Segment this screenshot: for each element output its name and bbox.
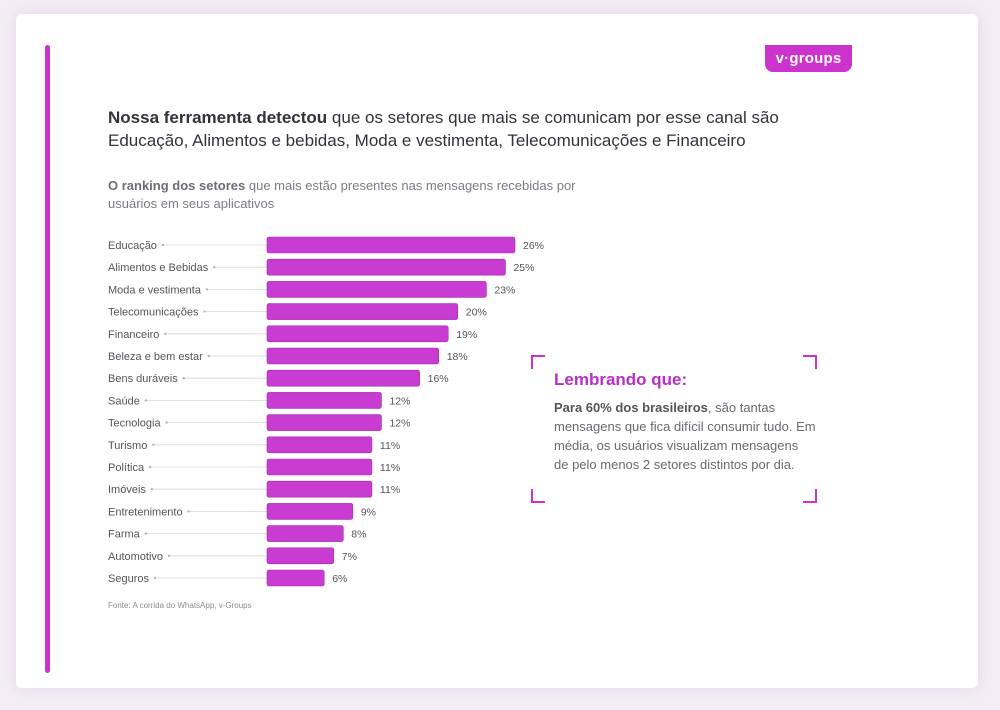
leader-dot (203, 310, 206, 313)
category-label: Alimentos e Bebidas (108, 262, 209, 274)
category-label: Telecomunicações (108, 307, 199, 319)
headline: Nossa ferramenta detectou que os setores… (108, 106, 828, 152)
category-label: Automotivo (108, 551, 163, 563)
bar-0 (266, 236, 516, 254)
bar-5 (266, 347, 439, 365)
sector-ranking-chart: Educação 26% Alimentos e Bebidas 25% Moda e … (108, 236, 544, 587)
bar-2 (266, 281, 487, 298)
callout-title: Lembrando que: (554, 370, 688, 389)
headline-bold: Nossa ferramenta detectou (108, 108, 328, 127)
leader-dot (150, 488, 154, 491)
leader-dot (164, 332, 167, 335)
leader-dot (144, 532, 147, 535)
corner-bracket (803, 355, 817, 369)
value-label: 12% (389, 418, 410, 430)
bar-3 (266, 303, 459, 320)
category-label: Bens duráveis (108, 373, 178, 385)
bar-4 (266, 325, 449, 343)
value-label: 20% (466, 307, 487, 319)
corner-bracket (531, 355, 545, 369)
value-label: 11% (380, 484, 400, 496)
leader-dot (161, 243, 165, 247)
bar-14 (266, 547, 335, 565)
category-label: Saúde (108, 395, 140, 407)
bar-12 (266, 503, 354, 520)
bar-10 (266, 458, 373, 476)
leader-dot (187, 510, 190, 513)
value-label: 11% (380, 440, 400, 452)
bar-11 (266, 480, 373, 498)
category-label: Financeiro (108, 329, 159, 341)
bar-6 (266, 369, 420, 387)
leader-dot (152, 443, 155, 446)
leader-dot (205, 288, 209, 291)
value-label: 23% (494, 284, 515, 296)
value-label: 7% (342, 551, 357, 563)
category-label: Educação (108, 240, 157, 252)
leader-dot (207, 354, 210, 358)
value-label: 26% (523, 240, 544, 252)
corner-bracket (531, 489, 545, 503)
subtitle-bold: O ranking dos setores (108, 178, 246, 193)
leader-dot (144, 399, 148, 402)
category-label: Tecnologia (108, 418, 161, 430)
category-label: Política (108, 462, 145, 474)
callout-box: Lembrando que: Para 60% dos brasileiros,… (531, 355, 817, 503)
category-label: Turismo (108, 440, 147, 452)
leader-dot (213, 266, 216, 269)
value-label: 18% (447, 351, 468, 363)
headline-rest: que os setores que mais se comunicam por… (108, 108, 779, 150)
value-label: 9% (361, 506, 376, 518)
category-label: Moda e vestimenta (108, 284, 202, 296)
leader-dot (167, 554, 171, 557)
corner-bracket (803, 489, 817, 503)
accent-bar (45, 45, 50, 673)
value-label: 11% (380, 462, 400, 474)
callout-body-bold: Para 60% dos brasileiros (554, 400, 708, 415)
report-card: v·groups Nossa ferramenta detectou que o… (16, 14, 978, 688)
value-label: 6% (332, 573, 347, 585)
callout-body-rest: , são tantas mensagens que fica difícil … (554, 400, 816, 472)
bar-15 (266, 569, 325, 587)
value-label: 16% (428, 373, 449, 385)
category-label: Farma (108, 529, 141, 541)
category-label: Seguros (108, 573, 149, 585)
value-label: 25% (513, 262, 534, 274)
leader-dot (153, 576, 157, 580)
category-label: Beleza e bem estar (108, 351, 203, 363)
bar-13 (266, 525, 344, 542)
vgroups-logo: v·groups (765, 45, 852, 72)
bar-1 (266, 258, 506, 276)
leader-dot (182, 377, 185, 380)
bar-8 (266, 414, 382, 431)
leader-dot (165, 421, 168, 424)
bar-9 (266, 436, 373, 454)
value-label: 8% (351, 529, 366, 541)
callout-body: Para 60% dos brasileiros, são tantas men… (554, 398, 816, 474)
chart-subtitle: O ranking dos setores que mais estão pre… (108, 177, 608, 213)
bar-7 (266, 392, 382, 409)
value-label: 12% (389, 395, 410, 407)
category-label: Entretenimento (108, 506, 183, 518)
source-note: Fonte: A corrida do WhatsApp, v-Groups (108, 601, 252, 610)
value-label: 19% (456, 329, 477, 341)
leader-dot (148, 465, 152, 469)
subtitle-rest: que mais estão presentes nas mensagens r… (108, 178, 576, 211)
category-label: Imóveis (108, 484, 146, 496)
